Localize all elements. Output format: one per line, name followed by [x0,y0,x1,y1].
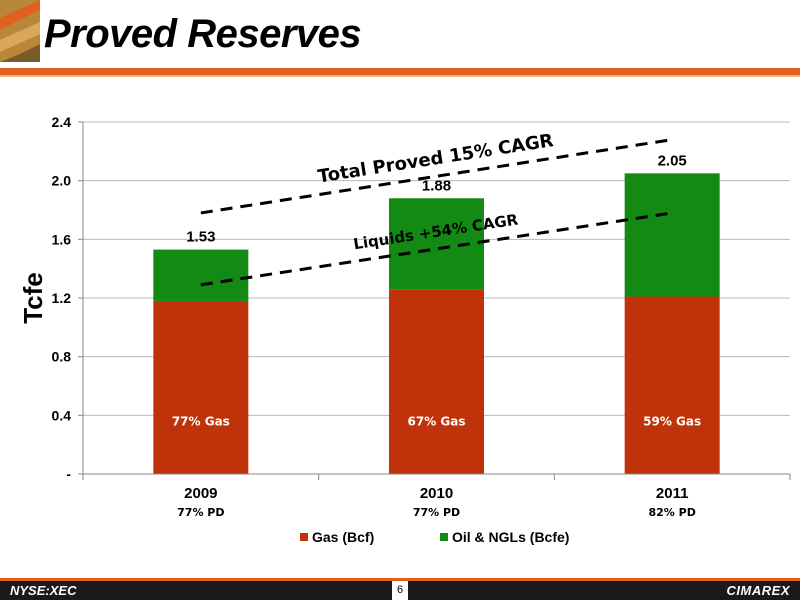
bar-gas [389,289,484,474]
bar-total-label: 1.88 [422,177,451,194]
bar-oil-ngl [624,173,720,297]
y-tick-label: 1.2 [52,290,72,306]
bar-gas [624,296,720,474]
bars-group [153,173,720,474]
x-sublabel: 82% PD [648,506,695,519]
x-tick-label: 2011 [656,485,689,502]
x-tick-label: 2009 [184,485,217,502]
axes-group: - 0.4 0.8 1.2 1.6 2.0 2.4 Tcfe [18,114,791,482]
x-tick-label: 2010 [420,485,453,502]
y-tick-label: 0.8 [52,349,72,365]
bar-total-label: 1.53 [186,229,215,246]
bar-gas-share-label: 67% Gas [408,415,466,429]
bar-gas-share-label: 77% Gas [172,415,230,429]
bar-total-label: 2.05 [658,152,687,169]
footer-bar: NYSE:XEC 6 CIMAREX [0,578,800,600]
y-tick-label: 2.4 [52,114,72,130]
y-tick-label: 0.4 [52,407,72,423]
y-tick-label: 2.0 [52,173,72,189]
page-title: Proved Reserves [44,12,362,56]
y-tick-label: 1.6 [52,231,72,247]
legend: Gas (Bcf) Oil & NGLs (Bcfe) [300,529,569,545]
bar-oil-ngl [153,249,249,301]
legend-label-gas: Gas (Bcf) [312,529,374,545]
legend-label-oil-ngl: Oil & NGLs (Bcfe) [452,529,569,545]
bar-gas [153,300,249,474]
footer-ticker: NYSE:XEC [10,583,77,598]
proved-reserves-chart: - 0.4 0.8 1.2 1.6 2.0 2.4 Tcfe 1.53 77% Gas 2009 7… [18,114,791,545]
y-tick-label: - [66,466,71,482]
page-number: 6 [392,581,408,600]
legend-swatch-gas [300,533,308,541]
x-sublabel: 77% PD [177,506,224,519]
footer-brand-logo: CIMAREX [726,583,790,598]
title-divider [0,68,800,75]
x-sublabel: 77% PD [413,506,460,519]
bar-gas-share-label: 59% Gas [643,415,701,429]
labels-group: 1.53 77% Gas 2009 77% PD 1.88 67% Gas 2010 77% … [172,152,701,519]
title-divider-accent [0,75,800,77]
corner-logo-image [0,0,40,62]
y-axis-title: Tcfe [18,272,48,324]
legend-swatch-oil-ngl [440,533,448,541]
